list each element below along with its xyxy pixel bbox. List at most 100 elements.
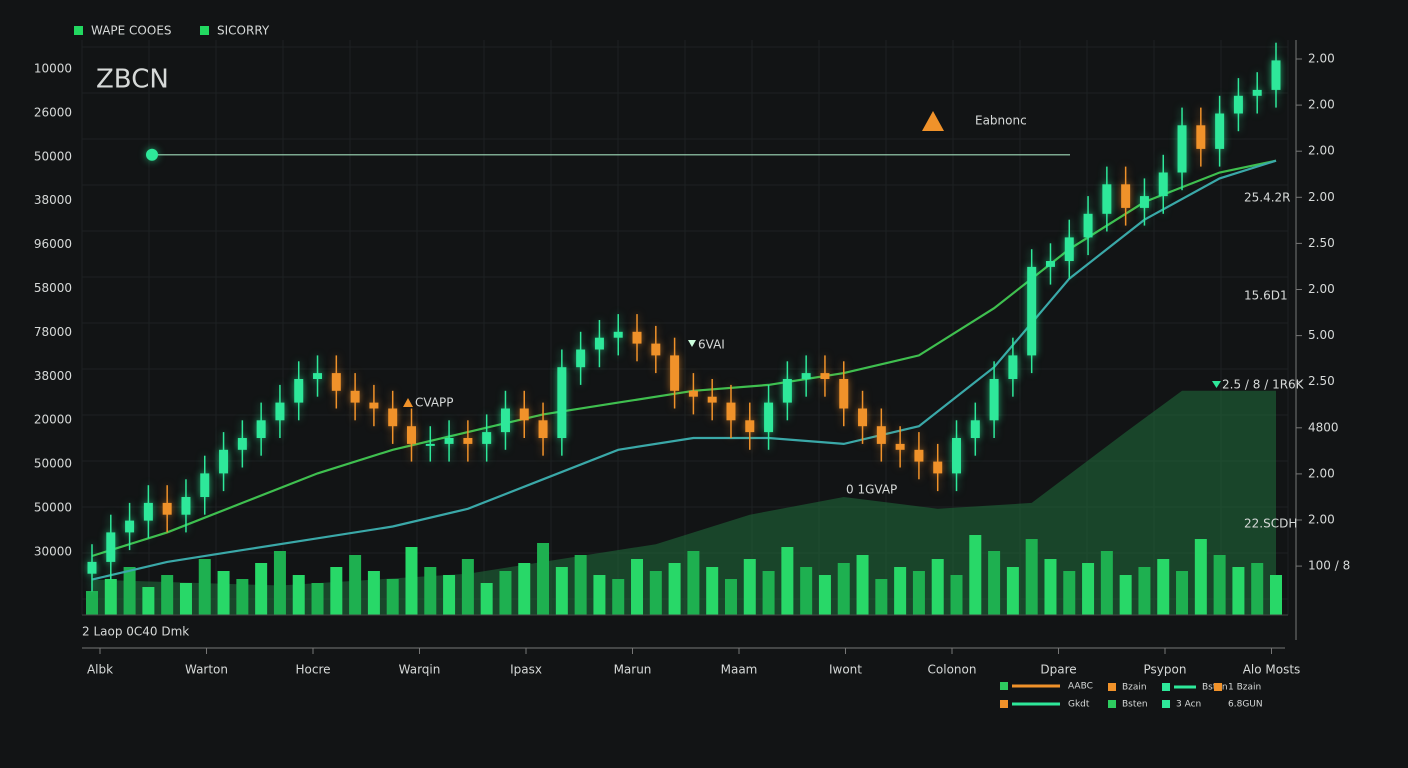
volume-bar xyxy=(424,567,437,615)
bottom-legend-swatch xyxy=(1162,683,1170,691)
volume-bar xyxy=(198,559,211,615)
candle-body xyxy=(425,443,435,446)
candle-body xyxy=(1233,95,1243,114)
volume-bar xyxy=(1044,559,1057,615)
volume-bar xyxy=(1270,575,1282,615)
candle-body xyxy=(1027,266,1037,356)
candle-body xyxy=(162,502,172,515)
legend-swatch xyxy=(74,26,83,35)
bottom-legend-swatch xyxy=(1000,682,1008,690)
candle-body xyxy=(143,502,153,521)
candle-body xyxy=(388,408,398,427)
legend-swatch xyxy=(200,26,209,35)
right-axis-label: 100 / 8 xyxy=(1308,559,1350,573)
annotation: 0 1GVAP xyxy=(846,483,897,497)
right-axis-label: 2.50 xyxy=(1308,374,1335,388)
left-axis-label: 10000 xyxy=(34,62,72,76)
candle-body xyxy=(181,497,191,515)
candle-body xyxy=(1045,261,1055,267)
candle-body xyxy=(726,402,736,421)
volume-bar xyxy=(518,563,531,615)
volume-bar xyxy=(593,575,606,615)
annotation: 25.4.2R xyxy=(1244,191,1291,205)
bottom-legend-swatch xyxy=(1000,700,1008,708)
volume-bar xyxy=(555,567,568,615)
candle-body xyxy=(1008,355,1018,379)
volume-bar xyxy=(800,567,813,615)
bottom-legend-label: 6.8GUN xyxy=(1228,700,1263,710)
right-axis-label: 4800 xyxy=(1308,420,1339,434)
candle-body xyxy=(1215,113,1225,149)
volume-bar xyxy=(1251,563,1264,615)
x-tick-label: Hocre xyxy=(295,663,330,677)
annotation: 22.SCDH xyxy=(1244,517,1297,531)
bottom-legend-label: 1 Bzain xyxy=(1228,683,1261,693)
bottom-legend-label: AABC xyxy=(1068,682,1093,692)
annotation: 2.5 / 8 / 1R6K xyxy=(1222,378,1305,392)
volume-bar xyxy=(537,543,550,615)
candle-body xyxy=(406,426,416,444)
r6k-marker xyxy=(1212,381,1221,388)
candle-body xyxy=(594,337,604,350)
candle-body xyxy=(87,561,97,574)
candle-body xyxy=(1139,196,1149,208)
candle-body xyxy=(106,532,116,562)
bottom-legend-label: Gkdt xyxy=(1068,700,1090,710)
left-axis-label: 78000 xyxy=(34,325,72,339)
candle-body xyxy=(670,355,680,391)
volume-bar xyxy=(86,591,98,615)
candle-body xyxy=(858,408,868,427)
volume-bar xyxy=(1157,559,1170,615)
x-tick-label: Marun xyxy=(614,663,652,677)
candle-body xyxy=(219,449,229,474)
volume-bar xyxy=(349,555,362,615)
left-axis-label: 58000 xyxy=(34,281,72,295)
volume-bar xyxy=(104,579,117,615)
volume-bar xyxy=(743,559,756,615)
volume-bar xyxy=(123,567,136,615)
right-axis-label: 2.00 xyxy=(1308,144,1335,158)
candle-body xyxy=(782,379,792,403)
x-tick-label: Warqin xyxy=(399,663,441,677)
cvapp-marker xyxy=(403,398,413,407)
chart-title: ZBCN xyxy=(96,65,169,95)
ma-line xyxy=(91,159,1277,581)
right-axis-label: 2.00 xyxy=(1308,52,1335,66)
volume-bar xyxy=(443,575,456,615)
left-axis-label: 96000 xyxy=(34,237,72,251)
volume-bar xyxy=(931,559,944,615)
candle-body xyxy=(313,373,323,379)
volume-bar xyxy=(1138,567,1151,615)
annotation: 6VAI xyxy=(698,338,725,352)
bottom-legend-label: Bzain xyxy=(1122,683,1147,693)
volume-bar xyxy=(706,567,719,615)
candle-body xyxy=(801,373,811,379)
candle-body xyxy=(350,390,360,403)
candle-body xyxy=(1177,125,1187,173)
volume-bar xyxy=(1082,563,1095,615)
left-axis-label: 38000 xyxy=(34,193,72,207)
volume-bar xyxy=(161,575,174,615)
candle-body xyxy=(970,420,980,438)
volume-bar xyxy=(950,575,963,615)
volume-bar xyxy=(687,551,700,615)
volume-bar xyxy=(1232,567,1245,615)
right-axis-label: 2.50 xyxy=(1308,236,1335,250)
left-axis-label: 38000 xyxy=(34,369,72,383)
level-dot xyxy=(146,148,158,161)
candle-body xyxy=(275,402,285,421)
right-axis-label: 5.00 xyxy=(1308,328,1335,342)
volume-bar xyxy=(856,555,869,615)
volume-bar xyxy=(988,551,1001,615)
volume-bar xyxy=(762,571,775,615)
x-tick-label: Warton xyxy=(185,663,228,677)
candle-body xyxy=(125,520,135,533)
candle-body xyxy=(1102,184,1112,214)
left-axis-label: 26000 xyxy=(34,105,72,119)
legend-label: WAPE COOES xyxy=(91,24,172,38)
volume-bar xyxy=(480,583,493,615)
volume-bar xyxy=(1006,567,1019,615)
legend-label: SICORRY xyxy=(217,24,270,38)
volume-bar xyxy=(894,567,907,615)
